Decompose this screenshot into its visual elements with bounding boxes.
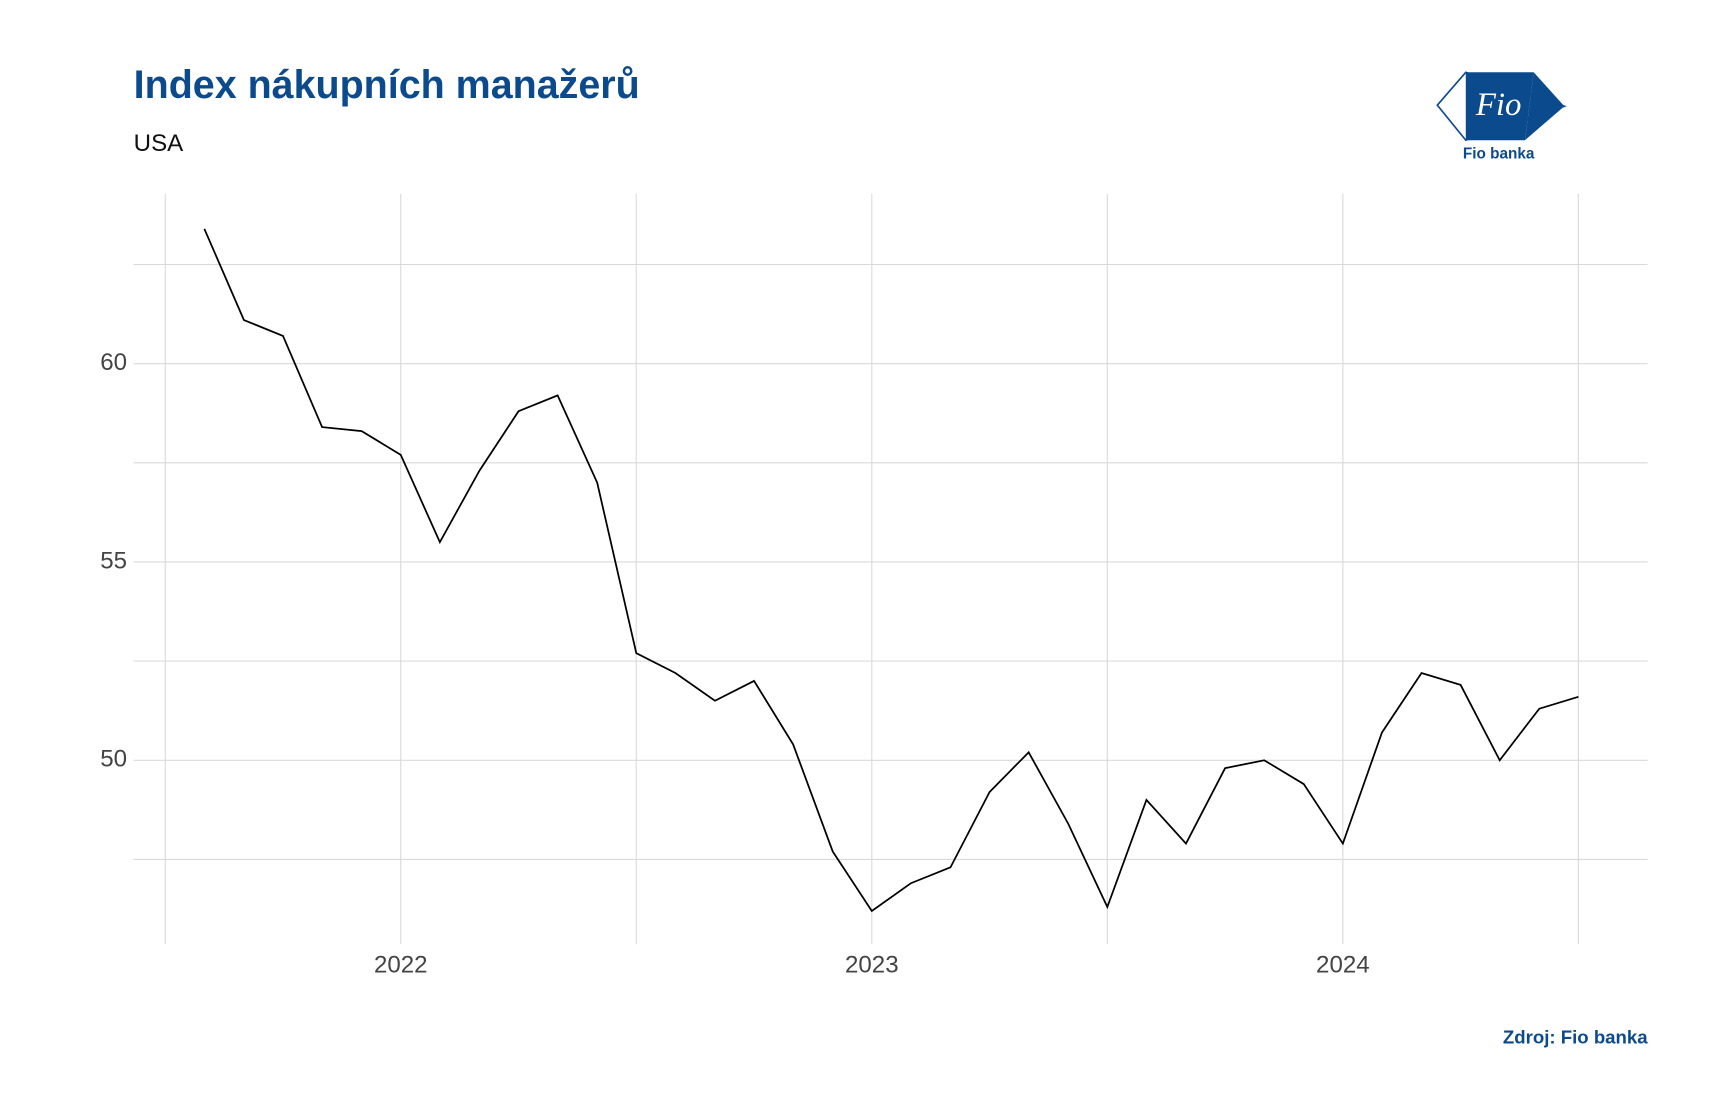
x-tick-label: 2023 <box>845 952 899 979</box>
logo: Fio Fio banka <box>1436 71 1567 163</box>
logo-flag-tip <box>1524 72 1565 141</box>
logo-name: Fio banka <box>1463 146 1535 163</box>
x-tick-label: 2024 <box>1316 952 1370 979</box>
y-tick-label: 50 <box>100 746 127 773</box>
logo-flag <box>1465 72 1534 141</box>
chart-subtitle: USA <box>134 130 184 157</box>
logo-mark: Fio <box>1475 87 1522 123</box>
y-tick-label: 55 <box>100 547 127 574</box>
x-tick-label: 2022 <box>374 952 428 979</box>
chart-title: Index nákupních manažerů <box>134 63 640 107</box>
source: Zdroj: Fio banka <box>1503 1026 1648 1047</box>
data-line <box>203 228 1579 913</box>
y-tick-label: 60 <box>100 349 127 376</box>
